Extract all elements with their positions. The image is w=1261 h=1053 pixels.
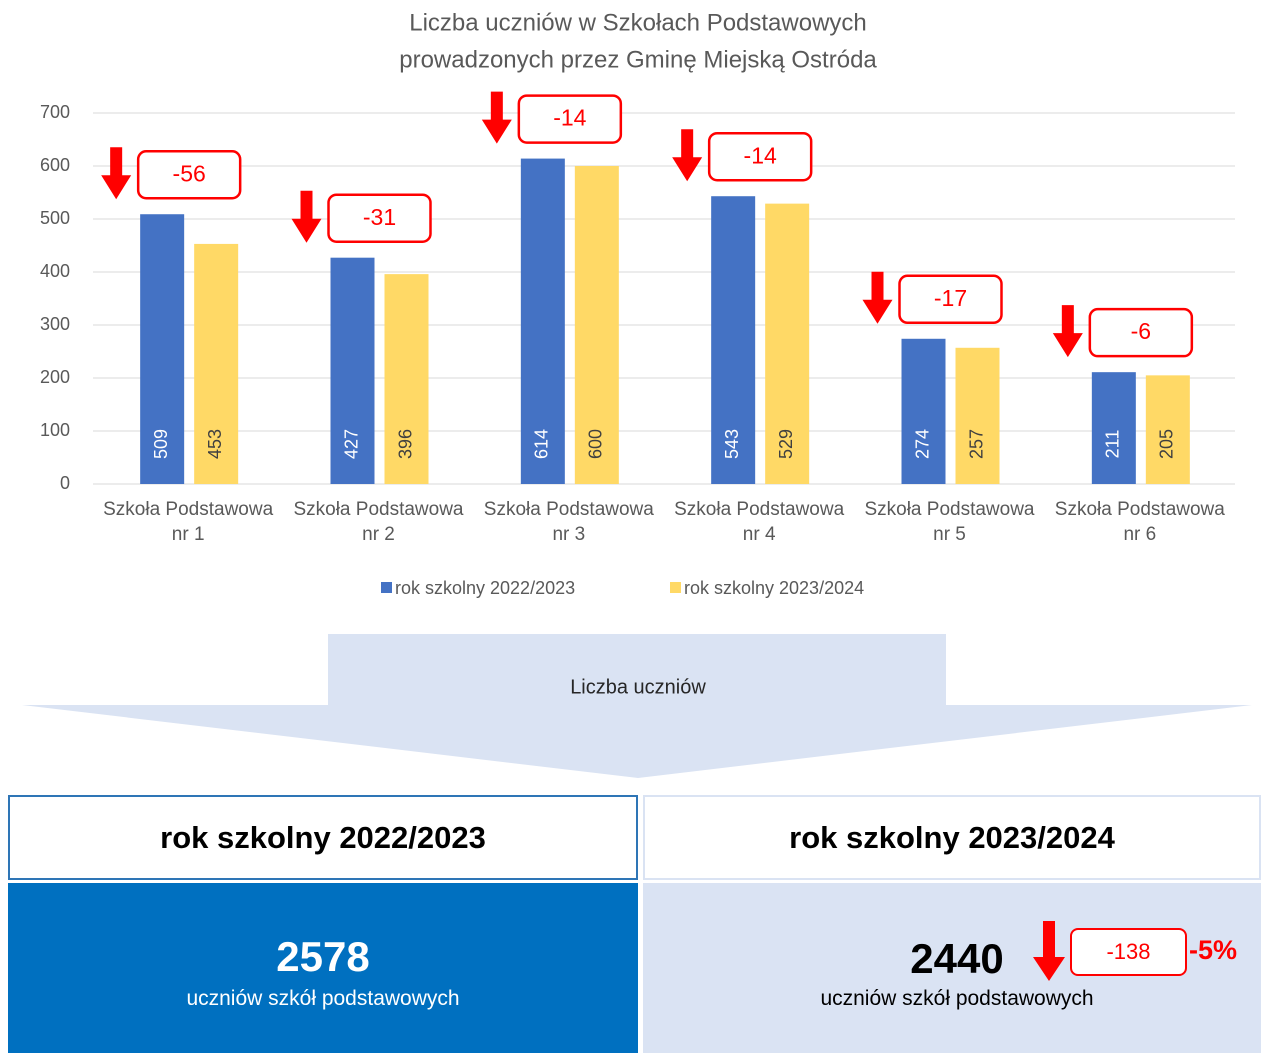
data-label: 529 bbox=[776, 429, 796, 459]
difference-annotation: -14 bbox=[481, 91, 623, 144]
bar bbox=[955, 347, 1000, 484]
y-tick-label: 400 bbox=[40, 261, 70, 281]
difference-annotation: -31 bbox=[291, 190, 432, 243]
chart-title: Liczba uczniów w Szkołach Podstawowych bbox=[409, 9, 867, 36]
total: 2578 bbox=[276, 933, 370, 980]
difference-annotation: -17 bbox=[862, 271, 1003, 325]
down-arrow bbox=[291, 190, 322, 243]
difference-box bbox=[136, 149, 242, 200]
data-label: 543 bbox=[722, 429, 742, 459]
difference-annotation: -6 bbox=[1052, 305, 1194, 358]
data-label: 453 bbox=[205, 429, 225, 459]
x-tick-label: Szkoła Podstawowa nr 2 bbox=[293, 499, 464, 545]
legend-swatch bbox=[381, 582, 392, 593]
down-arrow bbox=[1033, 921, 1065, 981]
y-tick-label: 300 bbox=[40, 314, 70, 334]
bar bbox=[1145, 375, 1190, 484]
down-arrow bbox=[101, 147, 132, 200]
data-label: 211 bbox=[1103, 430, 1123, 459]
difference-box bbox=[327, 193, 432, 243]
difference-box bbox=[898, 274, 1003, 325]
bar bbox=[140, 214, 185, 485]
change-box: -138 bbox=[1070, 928, 1187, 976]
difference-box bbox=[1088, 307, 1194, 358]
chart: Liczba uczniów w Szkołach Podstawowych p… bbox=[40, 9, 1235, 598]
total-panel: 2440 uczniów szkół podstawowych -138 -5% bbox=[643, 883, 1261, 1053]
data-label: 509 bbox=[151, 429, 171, 459]
down-arrow bbox=[1052, 305, 1083, 358]
y-tick-label: 600 bbox=[40, 155, 70, 175]
bar bbox=[520, 158, 565, 484]
legend-label: rok szkolny 2022/2023 bbox=[395, 578, 575, 598]
y-tick-label: 200 bbox=[40, 367, 70, 387]
bar bbox=[194, 243, 239, 484]
difference-label: -56 bbox=[173, 160, 206, 186]
x-tick-label: Szkoła Podstawowa nr 6 bbox=[1054, 499, 1225, 545]
data-label: 600 bbox=[586, 429, 606, 459]
legend-label: rok szkolny 2023/2024 bbox=[684, 578, 864, 598]
x-tick-label: Szkoła Podstawowa nr 4 bbox=[674, 499, 845, 545]
column-header: rok szkolny 2022/2023 bbox=[8, 795, 638, 880]
bar bbox=[901, 338, 946, 484]
bar bbox=[384, 274, 429, 484]
y-tick-label: 700 bbox=[40, 102, 70, 122]
data-label: 205 bbox=[1157, 429, 1177, 459]
banner-arrow bbox=[22, 634, 1252, 778]
caption: uczniów szkół podstawowych bbox=[820, 987, 1094, 1010]
chart-title: prowadzonych przez Gminę Miejską Ostróda bbox=[399, 46, 877, 73]
difference-box bbox=[707, 131, 813, 182]
bar bbox=[574, 166, 619, 484]
down-arrow bbox=[672, 129, 703, 182]
difference-label: -6 bbox=[1131, 318, 1151, 344]
y-tick-label: 0 bbox=[60, 473, 70, 493]
x-tick-label: Szkoła Podstawowa nr 3 bbox=[483, 499, 654, 545]
bar bbox=[765, 203, 810, 484]
data-label: 396 bbox=[395, 429, 415, 459]
data-label: 427 bbox=[341, 429, 361, 459]
bar bbox=[711, 196, 756, 484]
total-panel: 2578 uczniów szkół podstawowych bbox=[8, 883, 638, 1053]
difference-label: -14 bbox=[744, 142, 777, 168]
y-tick-label: 500 bbox=[40, 208, 70, 228]
difference-label: -17 bbox=[934, 285, 967, 311]
down-arrow bbox=[481, 91, 512, 144]
bar bbox=[330, 257, 375, 484]
data-label: 274 bbox=[912, 429, 932, 459]
difference-box bbox=[517, 94, 623, 144]
column-header: rok szkolny 2023/2024 bbox=[643, 795, 1261, 880]
x-tick-label: Szkoła Podstawowa nr 5 bbox=[864, 499, 1035, 545]
difference-annotation: -14 bbox=[672, 129, 813, 182]
caption: uczniów szkół podstawowych bbox=[186, 987, 460, 1010]
y-tick-label: 100 bbox=[40, 420, 70, 440]
banner-label: Liczba uczniów bbox=[570, 676, 706, 698]
data-label: 614 bbox=[532, 429, 552, 459]
down-arrow bbox=[862, 271, 893, 324]
bar bbox=[1091, 372, 1136, 484]
difference-label: -31 bbox=[363, 204, 396, 230]
data-label: 257 bbox=[966, 429, 986, 459]
difference-label: -14 bbox=[553, 105, 586, 131]
difference-annotation: -56 bbox=[101, 147, 242, 200]
total: 2440 bbox=[910, 935, 1004, 982]
legend-swatch bbox=[670, 582, 681, 593]
percent-change: -5% bbox=[1189, 935, 1238, 965]
x-tick-label: Szkoła Podstawowa nr 1 bbox=[103, 499, 274, 545]
